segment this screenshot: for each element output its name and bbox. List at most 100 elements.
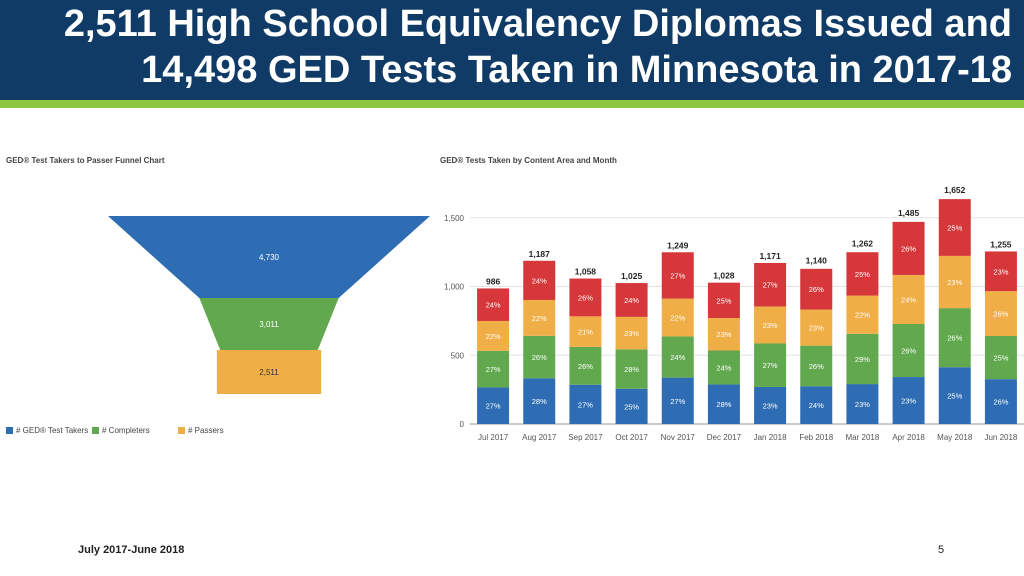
bar-segment [938, 308, 971, 368]
bar-segment-percent-label: 26% [532, 353, 547, 362]
bar-total-label: 986 [486, 276, 500, 286]
y-tick-label: 1,000 [444, 283, 465, 292]
bar-total-label: 1,255 [990, 239, 1012, 249]
bar-segment [569, 346, 602, 385]
bar-segment [523, 299, 556, 336]
bar-segment [477, 350, 510, 388]
bar-segment [984, 379, 1017, 424]
bar-segment [523, 335, 556, 379]
bar-segment [938, 255, 971, 309]
bar-segment [938, 199, 971, 256]
bar-total-label: 1,262 [852, 238, 874, 248]
bar-segment-percent-label: 23% [624, 329, 639, 338]
bar-segment-percent-label: 25% [993, 354, 1008, 363]
x-tick-label: Oct 2017 [615, 433, 648, 442]
legend-item-test-takers: # GED® Test Takers [6, 426, 92, 435]
bar-segment [754, 306, 787, 344]
bar-total-label: 1,028 [713, 271, 735, 281]
bar-segment [707, 282, 740, 318]
bar-segment-percent-label: 21% [578, 328, 593, 337]
y-tick-label: 1,500 [444, 214, 465, 223]
bar-segment [984, 335, 1017, 380]
bar-segment-percent-label: 23% [901, 397, 916, 406]
bar-segment-percent-label: 26% [947, 334, 962, 343]
bar-segment [800, 345, 833, 387]
bar-segment-percent-label: 27% [670, 397, 685, 406]
bar-total-label: 1,058 [575, 267, 597, 277]
bar-segment-percent-label: 27% [763, 361, 778, 370]
bar-segment [569, 384, 602, 424]
bar-segment-percent-label: 27% [486, 365, 501, 374]
bar-segment-percent-label: 24% [716, 363, 731, 372]
funnel-value-label: 2,511 [259, 368, 279, 377]
x-tick-label: Jul 2017 [478, 433, 509, 442]
bar-segment [615, 349, 648, 389]
legend-label: # Completers [102, 426, 150, 435]
legend-swatch-orange [178, 427, 185, 434]
legend-swatch-blue [6, 427, 13, 434]
legend-swatch-green [92, 427, 99, 434]
bar-segment [754, 262, 787, 307]
bar-segment [477, 320, 510, 351]
footer-date-range: July 2017-June 2018 [78, 544, 185, 556]
funnel-segment [216, 350, 322, 394]
bar-segment-percent-label: 23% [809, 324, 824, 333]
bar-segment [800, 309, 833, 346]
funnel-value-label: 4,730 [259, 253, 280, 262]
y-tick-label: 500 [451, 351, 465, 360]
page-number: 5 [938, 544, 945, 556]
bar-segment-percent-label: 26% [809, 362, 824, 371]
bar-segment-percent-label: 27% [486, 402, 501, 411]
bar-total-label: 1,140 [806, 255, 828, 265]
bar-segment [938, 367, 971, 424]
bar-segment [661, 298, 694, 337]
bar-segment-percent-label: 26% [578, 293, 593, 302]
slide-title-line-2: 14,498 GED Tests Taken in Minnesota in 2… [141, 49, 1012, 91]
funnel-legend: # GED® Test Takers # Completers # Passer… [6, 426, 224, 435]
bar-segment [661, 336, 694, 378]
funnel-chart-title: GED® Test Takers to Passer Funnel Chart [6, 156, 165, 165]
bar-segment-percent-label: 23% [947, 278, 962, 287]
bar-segment [892, 323, 925, 378]
funnel-value-label: 3,011 [259, 320, 279, 329]
x-tick-label: May 2018 [937, 433, 973, 442]
x-tick-label: Dec 2017 [707, 433, 742, 442]
bar-segment [800, 268, 833, 310]
bar-segment-percent-label: 24% [901, 295, 916, 304]
bar-segment [523, 378, 556, 424]
bar-segment-percent-label: 26% [578, 362, 593, 371]
x-tick-label: Sep 2017 [568, 433, 603, 442]
funnel-segment [199, 298, 339, 350]
bar-segment-percent-label: 24% [624, 296, 639, 305]
bar-segment [846, 384, 879, 424]
bar-segment [615, 283, 648, 317]
bar-segment-percent-label: 22% [532, 314, 547, 323]
bar-segment-percent-label: 27% [763, 281, 778, 290]
bar-segment [984, 251, 1017, 292]
bar-segment [754, 386, 787, 424]
bar-chart-title: GED® Tests Taken by Content Area and Mon… [440, 156, 617, 165]
bar-segment-percent-label: 23% [855, 400, 870, 409]
bar-segment-percent-label: 27% [670, 271, 685, 280]
bar-segment-percent-label: 25% [947, 224, 962, 233]
bar-total-label: 1,652 [944, 185, 966, 195]
bar-segment [707, 384, 740, 424]
bar-total-label: 1,485 [898, 208, 920, 218]
bar-segment [892, 274, 925, 324]
bar-segment-percent-label: 22% [855, 311, 870, 320]
bar-segment [477, 387, 510, 424]
bar-segment-percent-label: 23% [763, 401, 778, 410]
bar-segment-percent-label: 25% [624, 402, 639, 411]
bar-segment [846, 295, 879, 334]
bar-segment [615, 316, 648, 350]
bar-segment [892, 221, 925, 275]
bar-segment-percent-label: 28% [716, 400, 731, 409]
bar-segment-percent-label: 24% [486, 301, 501, 310]
bar-segment-percent-label: 28% [532, 397, 547, 406]
bar-segment [892, 377, 925, 424]
bar-segment-percent-label: 25% [947, 392, 962, 401]
x-tick-label: Jan 2018 [754, 433, 787, 442]
bar-segment [707, 350, 740, 385]
x-tick-label: Mar 2018 [846, 433, 880, 442]
legend-item-completers: # Completers [92, 426, 178, 435]
